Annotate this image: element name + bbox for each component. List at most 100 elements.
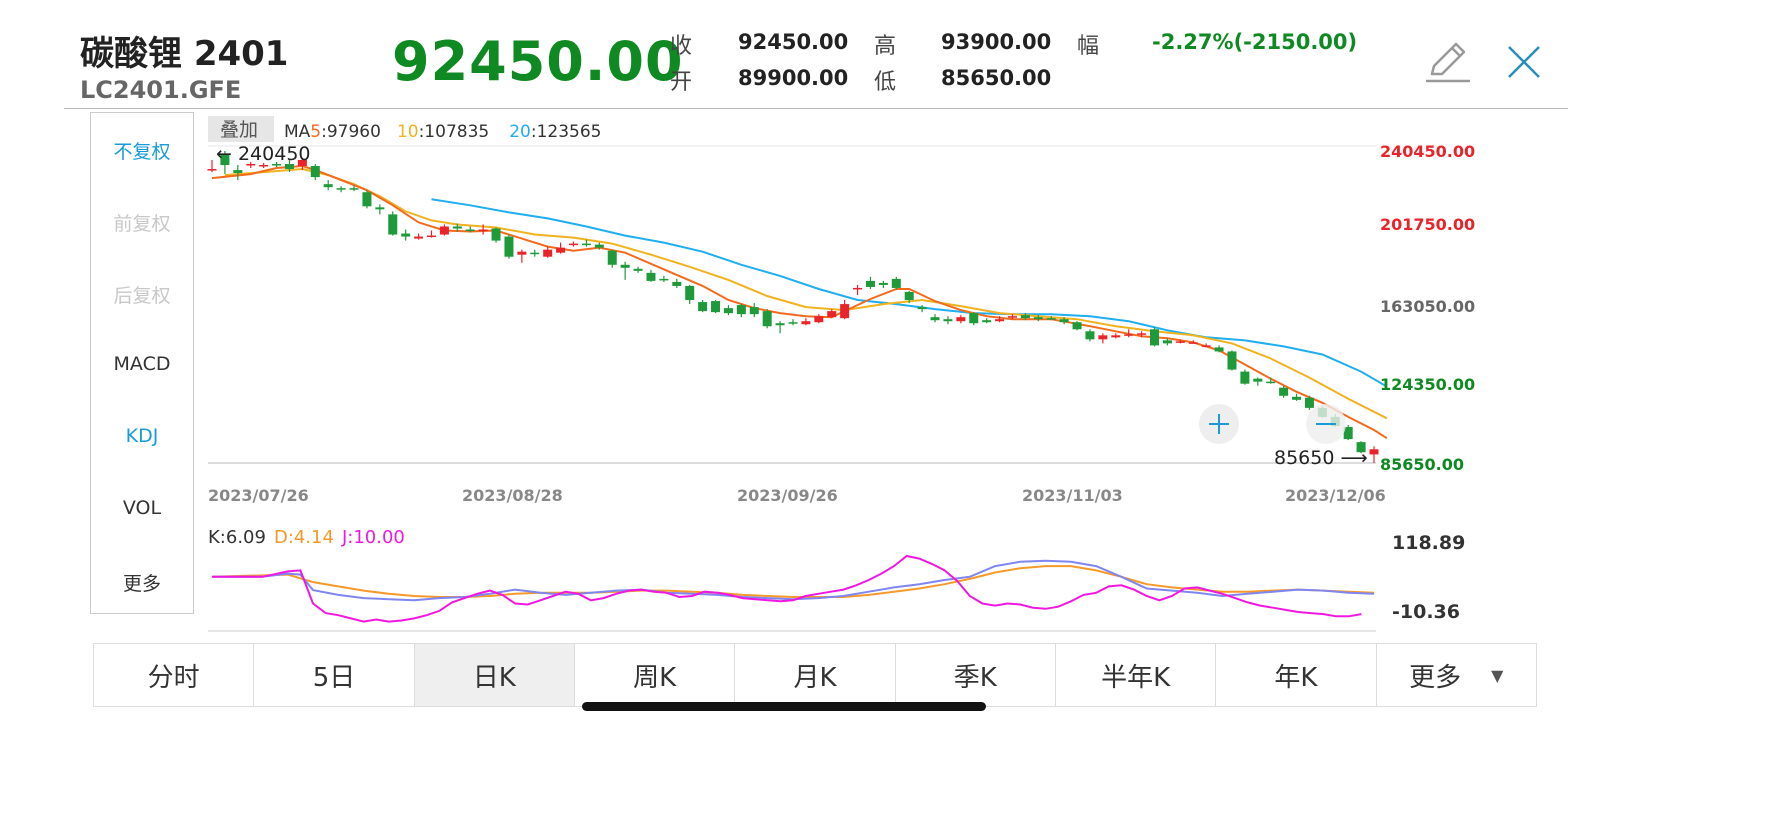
candle-body xyxy=(259,165,269,167)
candle-body xyxy=(1162,340,1172,344)
candle-body xyxy=(969,313,979,324)
candle-body xyxy=(1279,387,1289,396)
sidebar-item-backward-adjust[interactable]: 后复权 xyxy=(113,285,171,307)
y-axis-label: 124350.00 xyxy=(1380,375,1475,394)
zoom-out-button[interactable] xyxy=(1306,404,1346,444)
instrument-name: 碳酸锂 2401 xyxy=(80,34,289,74)
y-axis-label: 201750.00 xyxy=(1380,215,1475,234)
candle-body xyxy=(1007,316,1017,318)
candle-body xyxy=(233,170,243,174)
sidebar-item-kdj[interactable]: KDJ xyxy=(125,425,159,447)
tab-intraday[interactable]: 分时 xyxy=(94,644,255,706)
sidebar-item-forward-adjust[interactable]: 前复权 xyxy=(113,213,171,235)
candle-body xyxy=(414,236,424,239)
sidebar-item-vol[interactable]: VOL xyxy=(122,497,162,519)
sidebar-item-macd[interactable]: MACD xyxy=(113,353,171,375)
ma5-prefix: MA xyxy=(284,122,311,142)
candle-body xyxy=(1175,341,1185,343)
x-axis-label: 2023/12/06 xyxy=(1285,486,1386,505)
low-label: 低 xyxy=(874,70,897,95)
candle-body xyxy=(1201,345,1211,347)
candle-body xyxy=(917,307,927,310)
candle-body xyxy=(736,305,746,315)
open-label: 开 xyxy=(670,70,693,95)
candle-body xyxy=(401,233,411,237)
candle-body xyxy=(1059,319,1069,323)
high-value: 93900.00 xyxy=(941,30,1052,54)
ma20-num: 20 xyxy=(509,122,531,142)
candle-body xyxy=(439,226,449,235)
candle-body xyxy=(943,319,953,322)
candle-body xyxy=(698,302,708,312)
candle-body xyxy=(426,235,436,238)
candle-body xyxy=(865,280,875,287)
y-axis-label: 163050.00 xyxy=(1380,297,1475,316)
candle-body xyxy=(246,164,256,166)
candle-body xyxy=(749,307,759,315)
y-axis-label: 85650.00 xyxy=(1380,455,1464,474)
candle-body xyxy=(1343,427,1353,440)
candle-body xyxy=(1072,322,1082,330)
candle-body xyxy=(840,304,850,319)
edit-icon[interactable] xyxy=(1424,38,1472,86)
candle-body xyxy=(801,321,811,325)
candle-body xyxy=(207,169,217,171)
candle-body xyxy=(336,188,346,190)
candle-body xyxy=(659,278,669,281)
kdj-axis-min: -10.36 xyxy=(1392,601,1460,623)
tab-monthly-k[interactable]: 月K xyxy=(735,644,896,706)
candle-body xyxy=(711,301,721,313)
kline-chart[interactable]: 叠加 MA5:97960 10:107835 20:123565 240450.00… xyxy=(0,0,1568,640)
candle-body xyxy=(672,281,682,286)
tab-weekly-k[interactable]: 周K xyxy=(575,644,736,706)
overlay-button[interactable] xyxy=(208,116,274,142)
indicator-sidebar: 不复权 前复权 后复权 MACD KDJ VOL 更多 xyxy=(90,112,194,614)
tab-halfyear-k[interactable]: 半年K xyxy=(1056,644,1217,706)
kdj-axis-max: 118.89 xyxy=(1392,532,1465,554)
high-marker: ← 240450 xyxy=(216,143,311,165)
kdj-legend: K:6.09 D:4.14 J:10.00 xyxy=(208,527,405,548)
x-axis-label: 2023/11/03 xyxy=(1022,486,1123,505)
ma10-value: :107835 xyxy=(419,122,490,142)
candle-body xyxy=(569,243,579,246)
candle-body xyxy=(1098,335,1108,340)
candle-body xyxy=(1085,331,1095,340)
zoom-in-button[interactable] xyxy=(1199,404,1239,444)
y-axis-label: 240450.00 xyxy=(1380,142,1475,161)
low-marker: 85650 ⟶ xyxy=(1274,447,1368,469)
period-tabs: 分时 5日 日K 周K 月K 季K 半年K 年K 更多 ▼ xyxy=(93,643,1537,707)
candle-body xyxy=(1214,347,1224,352)
tab-more-label: 更多 xyxy=(1409,662,1462,693)
change-label: 幅 xyxy=(1077,34,1100,59)
candle-body xyxy=(1137,333,1147,335)
change-value: -2.27%(-2150.00) xyxy=(1152,30,1358,54)
candle-body xyxy=(1111,335,1121,338)
candle-body xyxy=(1253,378,1263,382)
tab-yearly-k[interactable]: 年K xyxy=(1216,644,1377,706)
tab-quarterly-k[interactable]: 季K xyxy=(896,644,1056,706)
candle-body xyxy=(504,236,514,257)
candle-body xyxy=(581,243,591,246)
candle-body xyxy=(297,159,307,167)
x-axis-label: 2023/07/26 xyxy=(208,486,309,505)
kdj-lines xyxy=(211,554,1375,623)
ma-legend: MA5:97960 10:107835 20:123565 xyxy=(284,122,601,142)
overlay-label: 叠加 xyxy=(220,119,258,141)
ma20-value: :123565 xyxy=(531,122,602,142)
sidebar-item-more[interactable]: 更多 xyxy=(122,573,161,595)
candle-body xyxy=(1046,318,1056,320)
close-icon[interactable] xyxy=(1506,44,1542,80)
high-label: 高 xyxy=(874,34,897,59)
candle-body xyxy=(530,252,540,255)
candle-body xyxy=(633,268,643,271)
tab-5day[interactable]: 5日 xyxy=(254,644,415,706)
price-axis: 240450.00 201750.00 163050.00 124350.00 8565… xyxy=(1380,142,1475,474)
sidebar-item-no-adjust[interactable]: 不复权 xyxy=(113,141,171,163)
tab-more[interactable]: 更多 ▼ xyxy=(1377,644,1536,706)
instrument-code: LC2401.GFE xyxy=(80,76,242,104)
candle-body xyxy=(646,272,656,281)
tab-daily-k[interactable]: 日K xyxy=(414,644,575,706)
candle-body xyxy=(465,229,475,232)
candle-body xyxy=(788,322,798,324)
header-divider xyxy=(64,108,1568,109)
